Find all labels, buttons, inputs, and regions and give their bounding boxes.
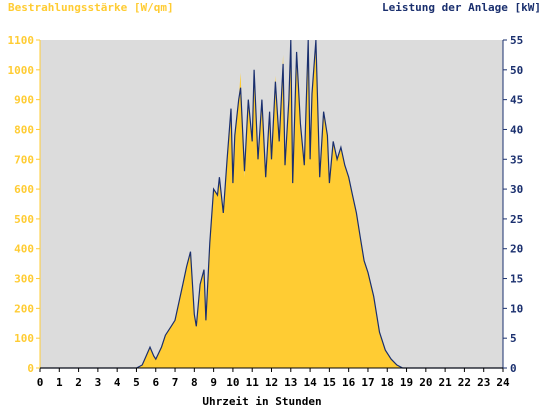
x-tick-label: 6 [152,376,159,389]
x-tick-label: 21 [439,376,453,389]
x-tick-label: 14 [303,376,317,389]
x-tick-label: 4 [114,376,121,389]
x-tick-label: 0 [37,376,44,389]
x-tick-label: 3 [95,376,102,389]
y-right-tick-label: 25 [510,213,523,226]
y-left-tick-label: 1000 [8,64,35,77]
y-right-tick-label: 10 [510,302,523,315]
x-tick-label: 1 [56,376,63,389]
x-tick-label: 17 [361,376,374,389]
x-tick-label: 12 [265,376,278,389]
y-right-tick-label: 15 [510,273,523,286]
x-tick-label: 15 [323,376,336,389]
power-line-group [40,39,503,369]
x-tick-label: 2 [75,376,82,389]
right-axis-title: Leistung der Anlage [kW] [382,1,541,14]
x-tick-label: 11 [246,376,260,389]
power-line [40,39,503,369]
y-left-tick-label: 1100 [8,34,35,47]
x-tick-label: 22 [458,376,471,389]
y-right-tick-label: 45 [510,94,523,107]
x-tick-label: 24 [496,376,510,389]
y-left-tick-label: 300 [14,273,34,286]
left-axis-title: Bestrahlungsstärke [W/qm] [8,1,174,14]
x-axis-title: Uhrzeit in Stunden [202,395,321,408]
x-tick-label: 9 [210,376,217,389]
y-right-tick-label: 20 [510,243,523,256]
y-left-tick-label: 100 [14,332,34,345]
y-right-tick-label: 30 [510,183,523,196]
x-tick-label: 16 [342,376,356,389]
y-left-tick-label: 0 [27,362,34,375]
y-right-tick-label: 40 [510,123,523,136]
irradiance-area-group [40,40,503,368]
x-tick-label: 19 [400,376,413,389]
y-left-tick-label: 700 [14,153,34,166]
x-tick-label: 23 [477,376,490,389]
axes-group [36,39,507,372]
irradiance-area [40,40,503,368]
y-right-tick-label: 5 [510,332,517,345]
x-tick-label: 13 [284,376,297,389]
x-tick-label: 5 [133,376,140,389]
tick-labels-group: 0 1 2 3 4 5 6 7 8 9 10 11 12 13 14 15 16 17 18 19 20 21 22 23 24… [8,34,524,389]
x-tick-label: 7 [172,376,179,389]
y-left-tick-label: 200 [14,302,34,315]
y-right-tick-label: 35 [510,153,523,166]
y-left-tick-label: 800 [14,123,34,136]
y-left-tick-label: 500 [14,213,34,226]
x-tick-label: 10 [226,376,239,389]
y-right-tick-label: 50 [510,64,523,77]
y-left-tick-label: 600 [14,183,34,196]
y-left-tick-label: 400 [14,243,34,256]
y-right-tick-label: 0 [510,362,517,375]
x-tick-label: 8 [191,376,198,389]
y-left-tick-label: 900 [14,94,34,107]
x-tick-label: 18 [381,376,394,389]
y-right-tick-label: 55 [510,34,523,47]
x-tick-label: 20 [419,376,432,389]
